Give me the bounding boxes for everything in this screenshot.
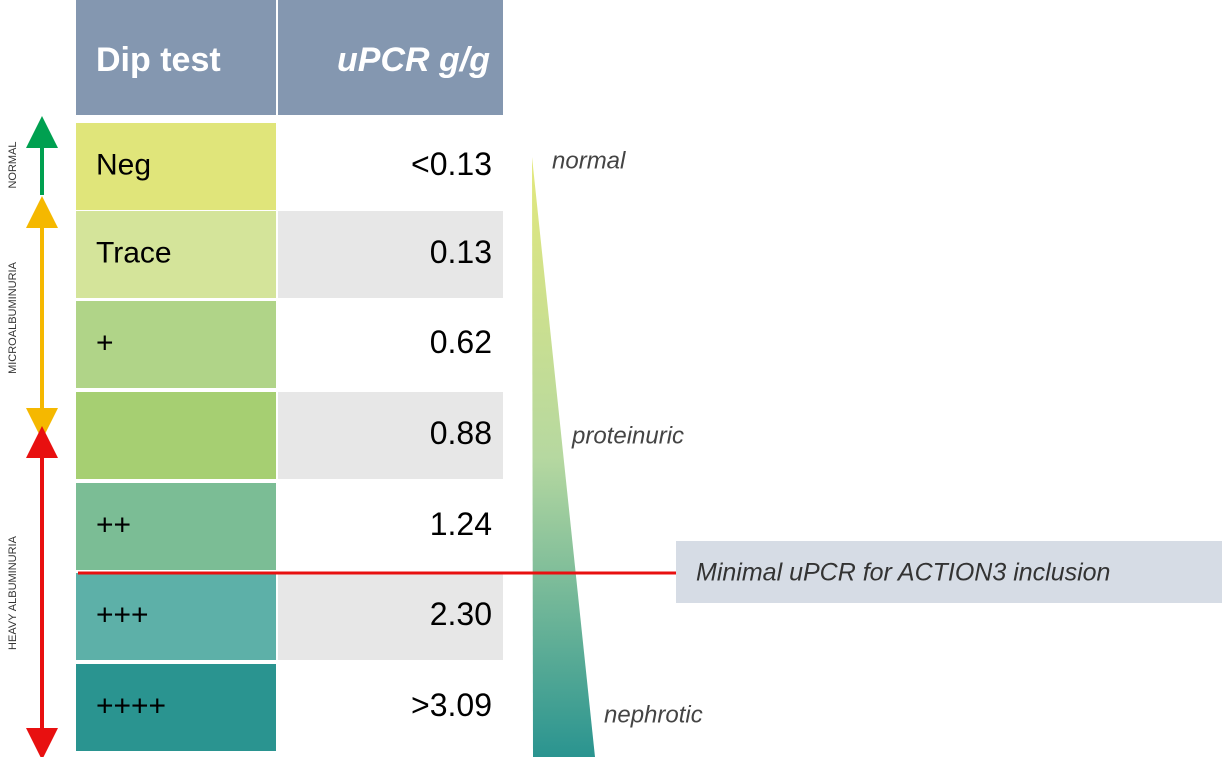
dip-cell: [76, 211, 276, 298]
upcr-text: 0.62: [430, 324, 492, 360]
dip-cell: [76, 483, 276, 570]
upcr-cell: [278, 392, 503, 479]
scale-label: nephrotic: [604, 701, 703, 728]
scale-label: proteinuric: [571, 422, 684, 449]
upcr-cell: [278, 664, 503, 751]
upcr-text: 0.88: [430, 415, 492, 451]
dip-text: +++: [96, 598, 149, 631]
upcr-cell: [278, 123, 503, 210]
side-label: MICROALBUMINURIA: [7, 261, 19, 374]
dip-text: Trace: [96, 236, 172, 269]
threshold-box: [676, 541, 1222, 603]
upcr-text: >3.09: [411, 687, 492, 723]
dip-cell: [76, 301, 276, 388]
dip-text: ++++: [96, 689, 166, 722]
dip-text: Neg: [96, 148, 151, 181]
upcr-text: 1.24: [430, 506, 492, 542]
side-label: NORMAL: [7, 141, 19, 188]
upcr-cell: [278, 573, 503, 660]
dip-text: ++: [96, 508, 131, 541]
dip-cell: [76, 123, 276, 210]
header-cell: [278, 0, 503, 115]
upcr-cell: [278, 301, 503, 388]
table-body: Neg <0.13 Trace 0.13 + 0.62 0.88 ++ 1.24 +++ 2.30 +…: [76, 123, 503, 751]
dip-cell: [76, 573, 276, 660]
upcr-text: 2.30: [430, 596, 492, 632]
dip-cell: [76, 664, 276, 751]
header-cell: [76, 0, 276, 115]
threshold-label: Minimal uPCR for ACTION3 inclusion: [696, 559, 1110, 587]
upcr-cell: [278, 211, 503, 298]
dip-cell: [76, 392, 276, 479]
upcr-text: <0.13: [411, 146, 492, 182]
scale-label: normal: [552, 147, 626, 174]
dip-text: +: [96, 326, 114, 359]
gradient-triangle: [532, 157, 595, 757]
header-text: uPCR g/g: [337, 41, 490, 79]
header-text: Dip test: [96, 41, 221, 79]
upcr-text: 0.13: [430, 234, 492, 270]
upcr-cell: [278, 483, 503, 570]
side-label: HEAVY ALBUMINURIA: [7, 535, 19, 650]
